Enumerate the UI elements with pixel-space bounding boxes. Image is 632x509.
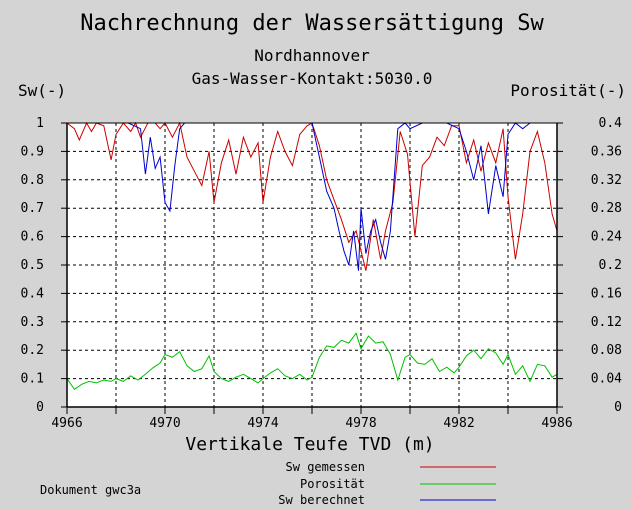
y-left-tick-label: 0.2 xyxy=(21,343,44,358)
y-left-tick-label: 0.6 xyxy=(21,230,44,245)
y-right-tick-label: 0.28 xyxy=(591,201,622,216)
legend-label: Porosität xyxy=(300,477,365,491)
y-right-tick-label: 0.12 xyxy=(591,315,622,330)
chart-subtitle-2: Gas-Wasser-Kontakt:5030.0 xyxy=(192,69,433,88)
x-axis-title: Vertikale Teufe TVD (m) xyxy=(185,434,434,455)
y-right-tick-label: 0.04 xyxy=(591,372,622,387)
y-left-tick-label: 0.1 xyxy=(21,372,44,387)
y-right-tick-label: 0.4 xyxy=(599,116,623,131)
chart-subtitle-1: Nordhannover xyxy=(254,46,370,65)
x-tick-label: 4970 xyxy=(149,416,180,431)
series-line-0 xyxy=(66,121,558,271)
y-right-tick-label: 0.16 xyxy=(591,286,622,301)
y-left-tick-label: 0.9 xyxy=(21,144,44,159)
y-right-tick-label: 0.32 xyxy=(591,173,622,188)
y-right-tick-label: 0.24 xyxy=(591,230,622,245)
x-tick-label: 4978 xyxy=(345,416,376,431)
y-left-tick-label: 0.7 xyxy=(21,201,44,216)
series-line-2 xyxy=(67,122,557,271)
y-left-tick-label: 0.8 xyxy=(21,173,44,188)
series-lines xyxy=(66,121,558,390)
y-left-tick-label: 0.5 xyxy=(21,258,44,273)
left-axis-title: Sw(-) xyxy=(18,81,66,100)
x-tick-label: 4974 xyxy=(247,416,278,431)
y-left-tick-label: 0.4 xyxy=(21,286,45,301)
y-right-tick-label: 0.08 xyxy=(591,343,622,358)
x-tick-label: 4986 xyxy=(541,416,572,431)
series-line-1 xyxy=(66,332,558,390)
legend-label: Sw berechnet xyxy=(278,493,365,507)
chart-title: Nachrechnung der Wassersättigung Sw xyxy=(80,11,544,36)
x-tick-label: 4982 xyxy=(443,416,474,431)
axis-ticks: 0 0 0.1 0.04 0.2 0.08 0.3 0.12 0.4 0.16 0.5 0.2 0.6 0… xyxy=(21,116,623,431)
footer-note: Dokument gwc3a xyxy=(40,483,141,497)
y-left-tick-label: 1 xyxy=(36,116,44,131)
legend: Sw gemessen Porosität Sw berechnet xyxy=(278,460,496,507)
y-left-tick-label: 0 xyxy=(36,400,44,415)
y-left-tick-label: 0.3 xyxy=(21,315,44,330)
legend-label: Sw gemessen xyxy=(286,460,365,474)
x-tick-label: 4966 xyxy=(51,416,82,431)
y-right-tick-label: 0.2 xyxy=(599,258,622,273)
y-right-tick-label: 0.36 xyxy=(591,144,622,159)
right-axis-title: Porosität(-) xyxy=(510,81,626,100)
grid-lines xyxy=(67,123,557,407)
y-right-tick-label: 0 xyxy=(614,400,622,415)
